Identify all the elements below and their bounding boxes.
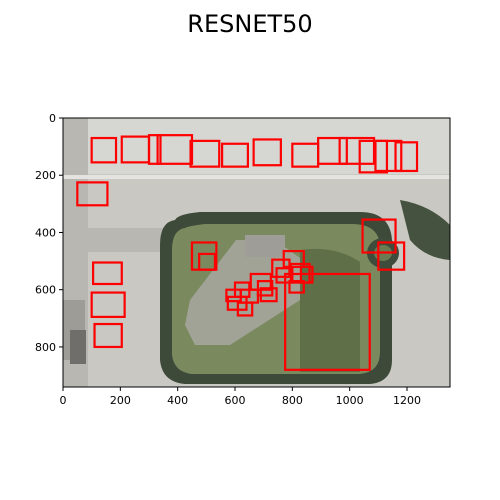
y-tick-label: 400 <box>35 226 56 239</box>
axes-frame <box>62 117 451 388</box>
detection-box <box>90 136 118 164</box>
x-tick-label: 0 <box>60 394 67 407</box>
detection-box <box>93 322 123 349</box>
detection-box <box>236 301 254 317</box>
detection-box <box>252 138 282 167</box>
detection-box <box>377 241 406 271</box>
x-tick-label: 1200 <box>393 394 421 407</box>
x-tick-label: 400 <box>167 394 188 407</box>
detection-box <box>275 267 294 284</box>
y-tick-label: 200 <box>35 169 56 182</box>
detection-box <box>374 139 403 173</box>
detection-box <box>259 287 278 303</box>
detection-box <box>317 136 348 165</box>
detection-box <box>76 181 109 207</box>
detection-box <box>288 280 305 294</box>
y-tick-label: 600 <box>35 284 56 297</box>
detection-box <box>394 141 419 173</box>
x-tick-label: 1000 <box>336 394 364 407</box>
detection-box <box>156 134 194 165</box>
detection-box <box>284 272 371 371</box>
detection-box <box>221 142 250 168</box>
y-axis: 0 200 400 600 800 <box>35 112 63 354</box>
detection-box <box>299 265 314 284</box>
detection-boxes <box>76 134 419 371</box>
detection-box <box>358 139 389 174</box>
detection-box <box>338 136 376 165</box>
detection-box <box>189 139 221 168</box>
x-tick-label: 200 <box>110 394 131 407</box>
x-tick-label: 600 <box>225 394 246 407</box>
y-tick-label: 0 <box>49 112 56 125</box>
y-tick-label: 800 <box>35 341 56 354</box>
detection-box <box>198 252 217 271</box>
detection-box <box>91 261 123 286</box>
chart-title: RESNET50 <box>187 10 312 38</box>
x-axis: 0 200 400 600 800 1000 1200 <box>60 387 421 407</box>
detection-box <box>225 288 242 303</box>
x-tick-label: 800 <box>282 394 303 407</box>
detection-box <box>147 134 162 165</box>
detection-box <box>90 291 126 318</box>
